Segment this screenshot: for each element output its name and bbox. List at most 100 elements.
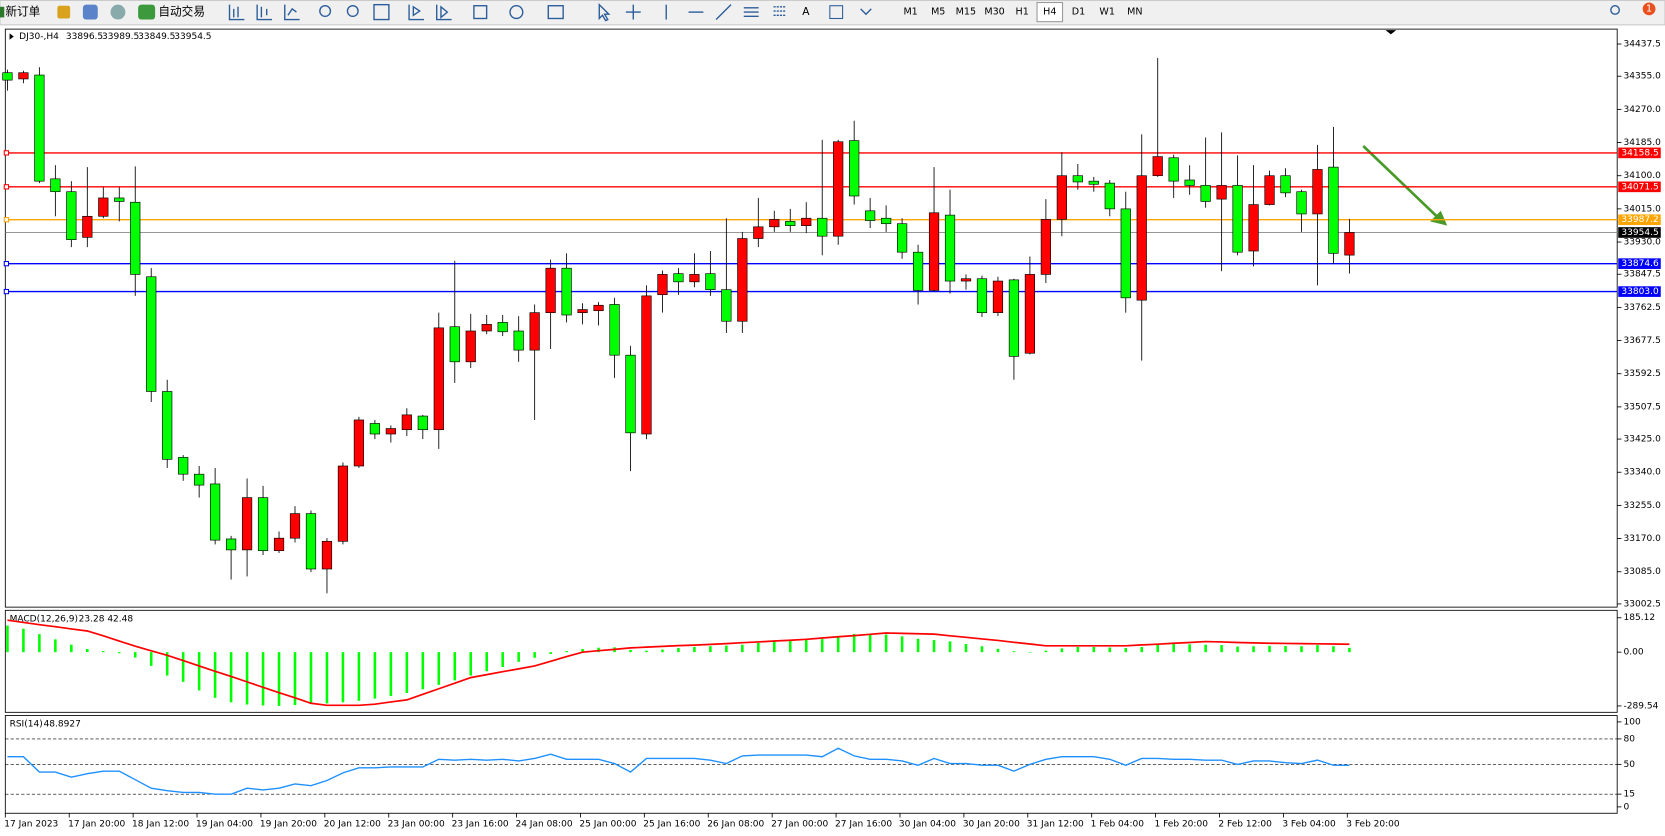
- notification-count: 1: [1646, 3, 1652, 14]
- arrow-line: [1362, 145, 1438, 218]
- title-marker: [9, 33, 14, 40]
- notification-badge[interactable]: [1642, 2, 1656, 16]
- candle-body: [609, 304, 620, 356]
- candle-body: [1136, 175, 1147, 301]
- y-tick-label: 33592.5: [1624, 369, 1661, 379]
- histogram-bar: [741, 644, 744, 653]
- icon[interactable]: [82, 4, 98, 20]
- histogram-bar: [373, 652, 377, 699]
- icon[interactable]: [598, 3, 611, 22]
- icon[interactable]: [138, 4, 156, 20]
- candle-body: [1248, 204, 1259, 252]
- timeframe-button[interactable]: D1: [1072, 7, 1085, 18]
- icon[interactable]: [284, 4, 300, 21]
- candle-body: [545, 267, 556, 313]
- icon[interactable]: [319, 5, 332, 18]
- indicator-value: 48.8927: [44, 720, 81, 730]
- icon[interactable]: [110, 4, 126, 20]
- indicator-value: 23.28: [79, 614, 105, 624]
- histogram-bar: [900, 636, 904, 653]
- candle-body: [737, 238, 748, 322]
- candle-body: [960, 278, 972, 282]
- candle-body: [50, 178, 61, 193]
- x-tick-label: 3 Feb 04:00: [1282, 819, 1336, 829]
- x-tick-label: 17 Jan 20:00: [68, 819, 125, 829]
- icon[interactable]: [408, 4, 424, 21]
- y-tick-label: 0: [1624, 802, 1630, 812]
- new-order-button[interactable]: 新订单: [5, 5, 40, 19]
- timeframe-button[interactable]: M30: [984, 7, 1004, 18]
- candle-body: [401, 414, 412, 431]
- candle-body: [896, 223, 908, 253]
- x-tick-label: 25 Jan 16:00: [643, 819, 700, 829]
- icon[interactable]: [509, 5, 524, 20]
- icon[interactable]: [829, 5, 844, 20]
- icon[interactable]: [625, 4, 641, 20]
- plot: 34437.5 34355.0 34270.0 34185.0 34100.0 34015…: [2, 32, 1662, 829]
- candle-body: [705, 273, 716, 290]
- histogram-bar: [453, 652, 457, 681]
- candle-body: [66, 191, 77, 241]
- auto-trading-button[interactable]: 自动交易: [158, 5, 205, 19]
- icon[interactable]: [743, 7, 759, 18]
- candle-body: [721, 289, 732, 322]
- y-tick-label: 0.00: [1624, 648, 1644, 658]
- histogram-bar: [86, 648, 89, 653]
- price-label: 33987.2: [1621, 215, 1658, 225]
- timeframe-button[interactable]: H1: [1016, 7, 1029, 18]
- ohlc-low: 33849.5: [138, 32, 175, 42]
- y-tick-label: -289.54: [1624, 701, 1659, 711]
- icon[interactable]: [373, 3, 390, 21]
- histogram-bar: [629, 649, 632, 653]
- y-tick-label: 33085.0: [1624, 567, 1662, 577]
- icon[interactable]: [473, 5, 488, 20]
- timeframe-button[interactable]: M5: [931, 7, 945, 18]
- icon[interactable]: [57, 5, 71, 19]
- candle-body: [1152, 156, 1163, 177]
- icon[interactable]: [547, 5, 564, 20]
- ohlc-close: 33954.5: [174, 32, 211, 42]
- histogram-bar: [693, 646, 696, 653]
- candle-body: [305, 513, 317, 570]
- y-tick-label: 185.12: [1624, 613, 1656, 623]
- candle-body: [1056, 175, 1067, 220]
- price-label: 34158.5: [1621, 148, 1658, 158]
- histogram-bar: [868, 633, 872, 653]
- histogram-bar: [1284, 646, 1287, 653]
- candle-body: [2, 72, 13, 81]
- histogram-bar: [501, 652, 504, 668]
- toolbar-bg: [0, 0, 1665, 26]
- histogram-bar: [788, 640, 792, 653]
- timeframe-button[interactable]: H4: [1043, 7, 1056, 18]
- y-tick-label: 34437.5: [1624, 40, 1661, 50]
- x-tick-label: 23 Jan 00:00: [388, 819, 445, 829]
- timeframe-button[interactable]: MN: [1127, 7, 1142, 18]
- icon[interactable]: [436, 4, 452, 21]
- histogram-bar: [181, 652, 185, 682]
- y-tick-label: 33677.5: [1624, 336, 1661, 346]
- histogram-bar: [213, 652, 217, 698]
- icon[interactable]: [715, 4, 732, 21]
- indicator-title: MACD(12,26,9): [10, 614, 78, 624]
- timeframe-button[interactable]: M15: [956, 7, 976, 18]
- icon[interactable]: [228, 4, 245, 21]
- candle-body: [417, 415, 428, 431]
- x-tick-label: 31 Jan 12:00: [1027, 819, 1084, 829]
- candle-body: [673, 273, 684, 283]
- histogram-bar: [261, 652, 265, 706]
- candle-body: [912, 251, 924, 291]
- icon[interactable]: [256, 4, 273, 21]
- shift-marker: [1385, 30, 1397, 35]
- candle-body: [641, 295, 652, 435]
- icon[interactable]: [860, 8, 872, 16]
- search-icon[interactable]: [1610, 5, 1621, 15]
- active-timeframe-bg: [1036, 2, 1064, 23]
- timeframe-button[interactable]: M1: [903, 7, 917, 18]
- icon[interactable]: [773, 6, 787, 16]
- text-tool[interactable]: A: [802, 5, 810, 18]
- icon[interactable]: [346, 5, 359, 18]
- timeframe-button[interactable]: W1: [1099, 7, 1115, 18]
- histogram-bar: [1220, 645, 1223, 653]
- histogram-bar: [1108, 647, 1112, 653]
